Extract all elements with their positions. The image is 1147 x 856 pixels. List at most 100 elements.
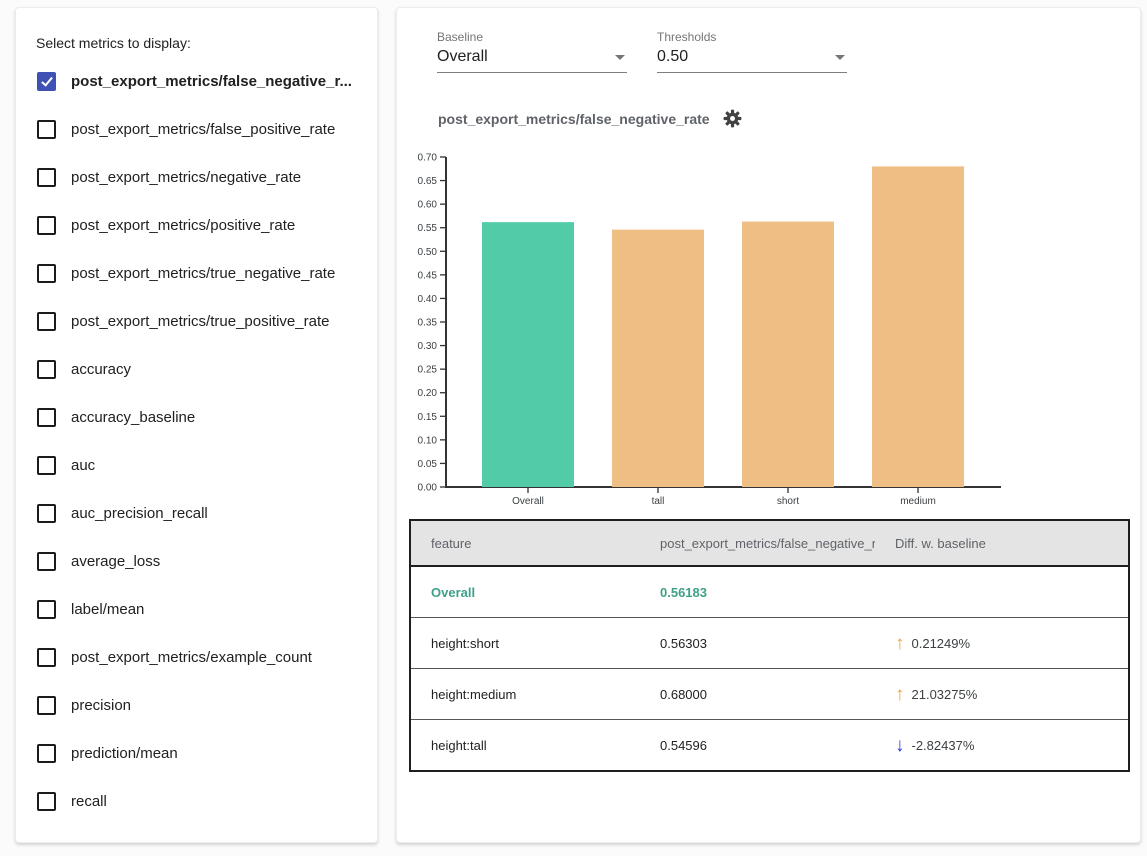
baseline-value: Overall: [437, 48, 488, 65]
y-axis-tick-label: 0.70: [418, 153, 438, 164]
checkbox-unchecked-icon[interactable]: [37, 647, 56, 667]
checkbox-unchecked-icon[interactable]: [37, 599, 56, 619]
x-axis-label: short: [777, 496, 799, 507]
checkbox-unchecked-icon[interactable]: [37, 551, 56, 571]
diff-cell: ↓ -2.82437%: [875, 719, 1129, 771]
y-axis-tick-label: 0.00: [418, 483, 438, 494]
metric-checkbox-item[interactable]: average_loss: [16, 537, 377, 585]
y-axis-tick-label: 0.35: [418, 318, 438, 329]
metric-value-cell: 0.56303: [640, 617, 875, 669]
checkbox-unchecked-icon[interactable]: [37, 791, 56, 811]
metric-label: post_export_metrics/example_count: [71, 648, 312, 666]
table-row: height:medium 0.68000 ↑ 21.03275%: [410, 668, 1129, 720]
baseline-select[interactable]: Baseline Overall: [437, 30, 627, 73]
diff-cell: ↑ 0.21249%: [875, 617, 1129, 669]
metric-checkbox-item[interactable]: auc_precision_recall: [16, 489, 377, 537]
metric-checkbox-item[interactable]: recall: [16, 777, 377, 825]
chevron-down-icon: [835, 54, 845, 60]
metric-checkbox-item[interactable]: accuracy_baseline: [16, 393, 377, 441]
table-row: height:short 0.56303 ↑ 0.21249%: [410, 617, 1129, 669]
baseline-label: Baseline: [437, 30, 484, 44]
metric-value-cell: 0.56183: [660, 584, 707, 600]
diff-cell: ↑ 21.03275%: [875, 668, 1129, 720]
feature-cell: Overall: [431, 584, 476, 600]
metric-label: auc: [71, 456, 96, 474]
y-axis-tick-label: 0.50: [418, 247, 438, 258]
y-axis-tick-label: 0.15: [418, 412, 438, 423]
diff-cell: [875, 566, 1129, 618]
metric-label: prediction/mean: [71, 744, 178, 762]
metric-checkbox-item[interactable]: accuracy: [16, 345, 377, 393]
bar-Overall[interactable]: [482, 222, 574, 488]
metric-checkbox-item[interactable]: prediction/mean: [16, 729, 377, 777]
table-header-row: feature post_export_metrics/false_negati…: [410, 520, 1129, 567]
checkbox-unchecked-icon[interactable]: [37, 503, 56, 523]
chevron-down-icon: [615, 54, 625, 60]
metric-label: post_export_metrics/true_negative_rate: [71, 264, 336, 282]
checkbox-unchecked-icon[interactable]: [37, 407, 56, 427]
bar-short[interactable]: [742, 221, 834, 487]
diff-value: -2.82437%: [911, 737, 975, 753]
arrow-up-icon: ↑: [895, 683, 905, 705]
metrics-table: feature post_export_metrics/false_negati…: [409, 519, 1130, 772]
checkbox-unchecked-icon[interactable]: [37, 263, 56, 283]
metric-label: label/mean: [71, 600, 145, 618]
metrics-sidebar: Select metrics to display: post_export_m…: [15, 7, 378, 843]
bar-chart[interactable]: 0.00 0.05 0.10 0.15 0.20 0.25 0.30 0.35 0.40 0.45…: [406, 148, 1026, 513]
metric-checkbox-item[interactable]: post_export_metrics/negative_rate: [16, 153, 377, 201]
checkbox-unchecked-icon[interactable]: [37, 119, 56, 139]
column-header-feature: feature: [410, 520, 640, 567]
metric-checkbox-item[interactable]: post_export_metrics/true_positive_rate: [16, 297, 377, 345]
thresholds-select[interactable]: Thresholds 0.50: [657, 30, 847, 73]
metric-value-cell: 0.68000: [640, 668, 875, 720]
column-header-metric: post_export_metrics/false_negative_rat..…: [640, 520, 875, 567]
checkbox-unchecked-icon[interactable]: [37, 215, 56, 235]
metric-checkbox-item[interactable]: post_export_metrics/false_negative_r...: [16, 57, 377, 105]
checkbox-checked-icon[interactable]: [37, 71, 56, 91]
metric-checkbox-item[interactable]: precision: [16, 681, 377, 729]
metric-checkbox-item[interactable]: label/mean: [16, 585, 377, 633]
metrics-panel: Baseline Overall Thresholds 0.50 post_ex…: [396, 7, 1141, 843]
feature-cell: height:tall: [410, 719, 640, 771]
y-axis-tick-label: 0.25: [418, 365, 438, 376]
y-axis-tick-label: 0.20: [418, 388, 438, 399]
y-axis-tick-label: 0.10: [418, 435, 438, 446]
feature-cell: height:medium: [410, 668, 640, 720]
metric-label: post_export_metrics/true_positive_rate: [71, 312, 330, 330]
chart-title: post_export_metrics/false_negative_rate: [438, 110, 710, 127]
y-axis-tick-label: 0.30: [418, 341, 438, 352]
table-row: height:tall 0.54596 ↓ -2.82437%: [410, 719, 1129, 771]
table-row: Overall 0.56183: [410, 566, 1129, 618]
metric-label: post_export_metrics/false_positive_rate: [71, 120, 336, 138]
metric-label: post_export_metrics/negative_rate: [71, 168, 302, 186]
thresholds-value: 0.50: [657, 48, 689, 65]
metric-checkbox-item[interactable]: post_export_metrics/true_negative_rate: [16, 249, 377, 297]
y-axis-tick-label: 0.65: [418, 176, 438, 187]
y-axis-tick-label: 0.05: [418, 459, 438, 470]
y-axis-tick-label: 0.60: [418, 200, 438, 211]
chart-header: post_export_metrics/false_negative_rate: [438, 109, 742, 128]
checkbox-unchecked-icon[interactable]: [37, 311, 56, 331]
y-axis-tick-label: 0.45: [418, 270, 438, 281]
y-axis-tick-label: 0.40: [418, 294, 438, 305]
checkbox-unchecked-icon[interactable]: [37, 167, 56, 187]
metric-checkbox-item[interactable]: auc: [16, 441, 377, 489]
checkbox-unchecked-icon[interactable]: [37, 359, 56, 379]
bar-medium[interactable]: [872, 166, 964, 487]
x-axis-label: medium: [900, 496, 936, 507]
arrow-up-icon: ↑: [895, 632, 905, 654]
gear-icon[interactable]: [723, 109, 742, 128]
metric-checkbox-item[interactable]: post_export_metrics/example_count: [16, 633, 377, 681]
checkbox-unchecked-icon[interactable]: [37, 455, 56, 475]
bar-tall[interactable]: [612, 229, 704, 487]
metric-label: recall: [71, 792, 107, 810]
sidebar-title: Select metrics to display:: [36, 35, 191, 51]
diff-value: 0.21249%: [911, 635, 971, 651]
metric-checkbox-item[interactable]: post_export_metrics/false_positive_rate: [16, 105, 377, 153]
metric-list: post_export_metrics/false_negative_r...p…: [16, 57, 377, 825]
feature-cell: height:short: [410, 617, 640, 669]
checkbox-unchecked-icon[interactable]: [37, 743, 56, 763]
checkbox-unchecked-icon[interactable]: [37, 695, 56, 715]
metric-checkbox-item[interactable]: post_export_metrics/positive_rate: [16, 201, 377, 249]
